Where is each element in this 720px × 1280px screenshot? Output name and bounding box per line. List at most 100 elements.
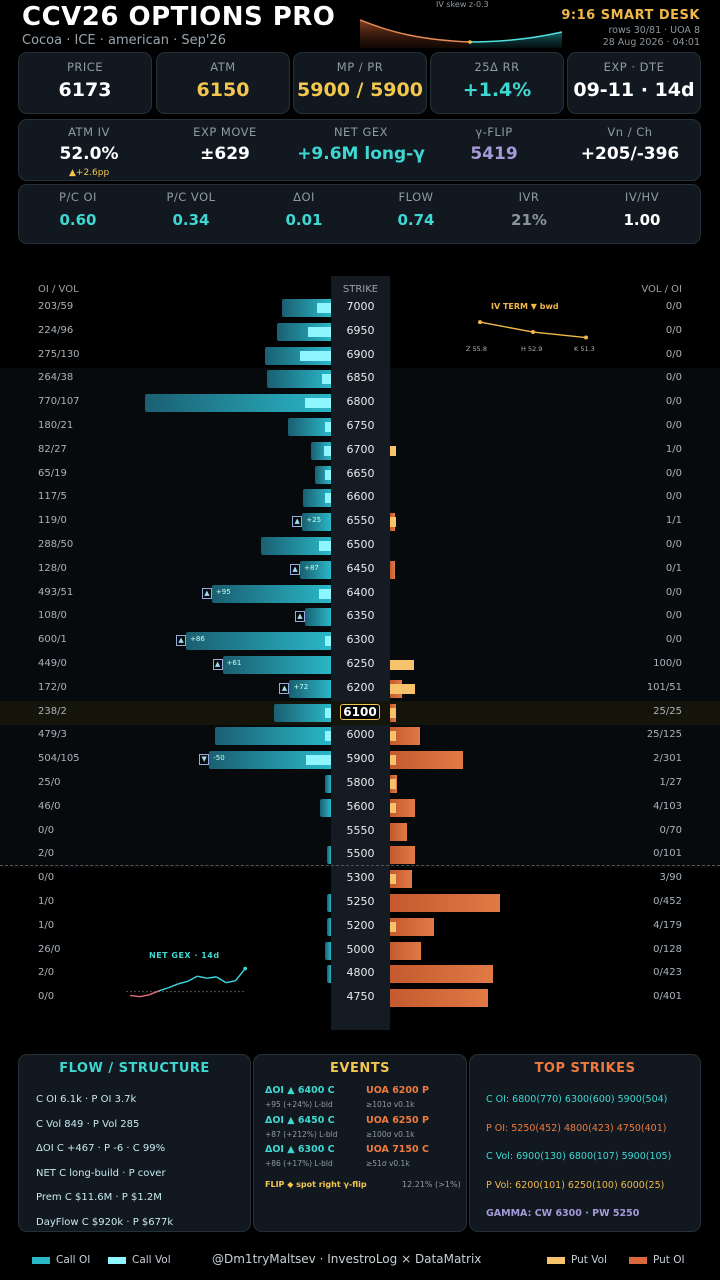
ladder-row[interactable]: 0/0 0/401 4750 [0,986,720,1010]
ladder-row[interactable]: 26/0 0/128 5000 [0,939,720,963]
ladder-row[interactable]: 504/105 2/301 5900 ▼ -50 [0,748,720,772]
app-subtitle: Cocoa · ICE · american · Sep'26 [22,33,226,48]
ladder-row[interactable]: 119/0 1/1 6550 ▲ +25 [0,510,720,534]
ladder-left-header: OI / VOL [38,284,79,295]
ladder-row[interactable]: 180/21 0/0 6750 [0,415,720,439]
ladder-row[interactable]: 108/0 0/0 6350 ▲ [0,605,720,629]
flow-line: DayFlow C $920k · P $677k [36,1216,174,1228]
footer-credit: @Dm1tryMaltsev · InvestroLog × DataMatri… [212,1252,482,1266]
call-oi-bar [324,775,331,793]
strike-label: 6650 [346,466,375,480]
ladder-row[interactable]: 0/0 0/70 5550 [0,820,720,844]
mid-stat-value: 52.0% [59,144,119,164]
net-gex-segment [168,983,179,989]
call-oi-vol: 0/0 [38,991,55,1003]
strike-label: 6950 [346,323,375,337]
call-oi-vol: 180/21 [38,420,74,431]
call-vol-bar [325,469,331,480]
strike-label: 6100 [340,703,380,720]
ladder-row[interactable]: 1/0 4/179 5200 [0,915,720,939]
ladder-row[interactable]: 224/96 0/0 6950 [0,320,720,344]
ladder-row[interactable]: 238/2 25/25 6100 [0,700,720,725]
strike-label: 6000 [346,728,375,742]
ladder-row[interactable]: 203/59 0/0 7000 [0,296,720,320]
ratio-stat-value: 0.74 [397,211,435,229]
ladder-row[interactable]: 264/38 0/0 6850 [0,367,720,391]
put-vol-oi: 0/0 [665,491,682,503]
ladder-row[interactable]: 493/51 0/0 6400 ▲ +95 [0,582,720,606]
ladder-row[interactable]: 479/3 25/125 6000 [0,724,720,748]
ladder-row[interactable]: 770/107 0/0 6800 [0,391,720,415]
strike-label: 6600 [346,490,375,504]
put-vol-bar [390,802,396,813]
events-title: EVENTS [330,1061,390,1076]
top-stat-value: +1.4% [462,79,532,101]
strike-label: 5500 [346,847,375,861]
ratio-stats-card [18,184,701,244]
put-oi-bar [390,941,422,960]
net-gex-last-point [243,966,247,971]
put-vol-oi: 0/0 [665,348,682,360]
ladder-row[interactable]: 600/1 0/0 6300 ▲ +86 [0,629,720,653]
ratio-stat: P/C VOL 0.34 [131,190,251,229]
put-oi-bar [390,965,493,984]
put-vol-oi: 0/423 [653,967,682,979]
put-vol-bar [390,445,396,456]
put-oi-bar [390,846,415,865]
put-vol-oi: 0/452 [653,896,682,907]
put-oi-bar [390,894,500,912]
mid-stats-card [18,119,701,181]
ladder-row[interactable]: 2/0 0/101 5500 [0,843,720,867]
ratio-stat-label: P/C OI [59,190,97,204]
ladder-row[interactable]: 288/50 0/0 6500 [0,534,720,558]
call-oi-bar [327,965,331,984]
ladder-row[interactable]: 65/19 0/0 6650 [0,463,720,487]
put-vol-bar [390,517,396,528]
ladder-row[interactable]: 0/0 3/90 5300 [0,867,720,891]
ladder-row[interactable]: 1/0 0/452 5250 [0,891,720,915]
put-vol-oi: 0/0 [665,610,682,622]
put-vol-oi: 0/0 [665,301,682,312]
call-vol-bar [325,707,331,718]
ladder-row[interactable]: 2/0 0/423 4800 [0,962,720,986]
top-stat-value: 6173 [58,79,112,101]
call-vol-bar [318,588,331,599]
event-sub: ≥101σ v0.1k [366,1100,415,1109]
gamma-walls: GAMMA: CW 6300 · PW 5250 [486,1208,640,1219]
call-oi-vol: 224/96 [38,324,74,336]
net-gex-segment [187,975,198,982]
call-oi-vol: 479/3 [38,729,67,741]
ladder-row[interactable]: 117/5 0/0 6600 [0,486,720,510]
strike-label: 6300 [346,633,375,647]
iv-term-chart: Z 55.8 H 52.9 K 51.3 [466,320,595,353]
ratio-stat-value: 21% [511,211,547,229]
mid-stat-value: +205/-396 [580,144,680,164]
ratio-stat-label: IV/HV [624,190,660,204]
put-vol-bar [390,874,396,885]
call-vol-bar [325,422,331,432]
ladder-row[interactable]: 449/0 100/0 6250 ▲ +61 [0,653,720,677]
put-vol-bar [390,707,397,718]
put-oi-bar [390,751,464,770]
call-oi-bar [267,370,331,389]
legend-call-oi-swatch [32,1256,50,1264]
ladder-row[interactable]: 46/0 4/103 5600 [0,796,720,820]
call-oi-bar [145,394,331,413]
ladder-row[interactable]: 25/0 1/27 5800 [0,772,720,796]
ladder-row[interactable]: 172/0 101/51 6200 ▲ +72 [0,677,720,701]
mid-stat-label: Vn / Ch [607,125,653,139]
call-oi-vol: 449/0 [38,658,67,669]
ladder-row[interactable]: 275/130 0/0 6900 [0,344,720,368]
mid-stat: γ-FLIP 5419 [414,125,574,164]
top-strikes-panel: TOP STRIKES C OI: 6800(770) 6300(600) 59… [469,1054,701,1232]
put-vol-oi: 25/25 [653,705,682,717]
call-oi-bar [304,608,331,627]
put-vol-bar [390,779,396,789]
ladder-row[interactable]: 128/0 0/1 6450 ▲ +87 [0,558,720,582]
put-vol-oi: 0/1 [665,562,682,574]
event-sub: +95 (+24%) L-bld [265,1100,333,1109]
strike-label: 6500 [346,538,375,551]
ladder-row[interactable]: 82/27 1/0 6700 [0,439,720,463]
doi-change: +95 [215,587,231,596]
top-stat-label: ATM [210,60,236,74]
